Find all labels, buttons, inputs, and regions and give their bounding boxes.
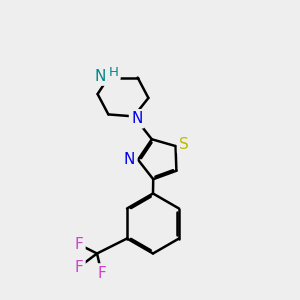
Text: N: N	[131, 111, 142, 126]
Text: F: F	[75, 260, 83, 274]
Text: N: N	[124, 152, 135, 167]
Text: S: S	[179, 137, 189, 152]
Text: F: F	[75, 237, 83, 252]
Text: H: H	[109, 66, 119, 79]
Text: F: F	[97, 266, 106, 280]
Text: N: N	[94, 69, 106, 84]
